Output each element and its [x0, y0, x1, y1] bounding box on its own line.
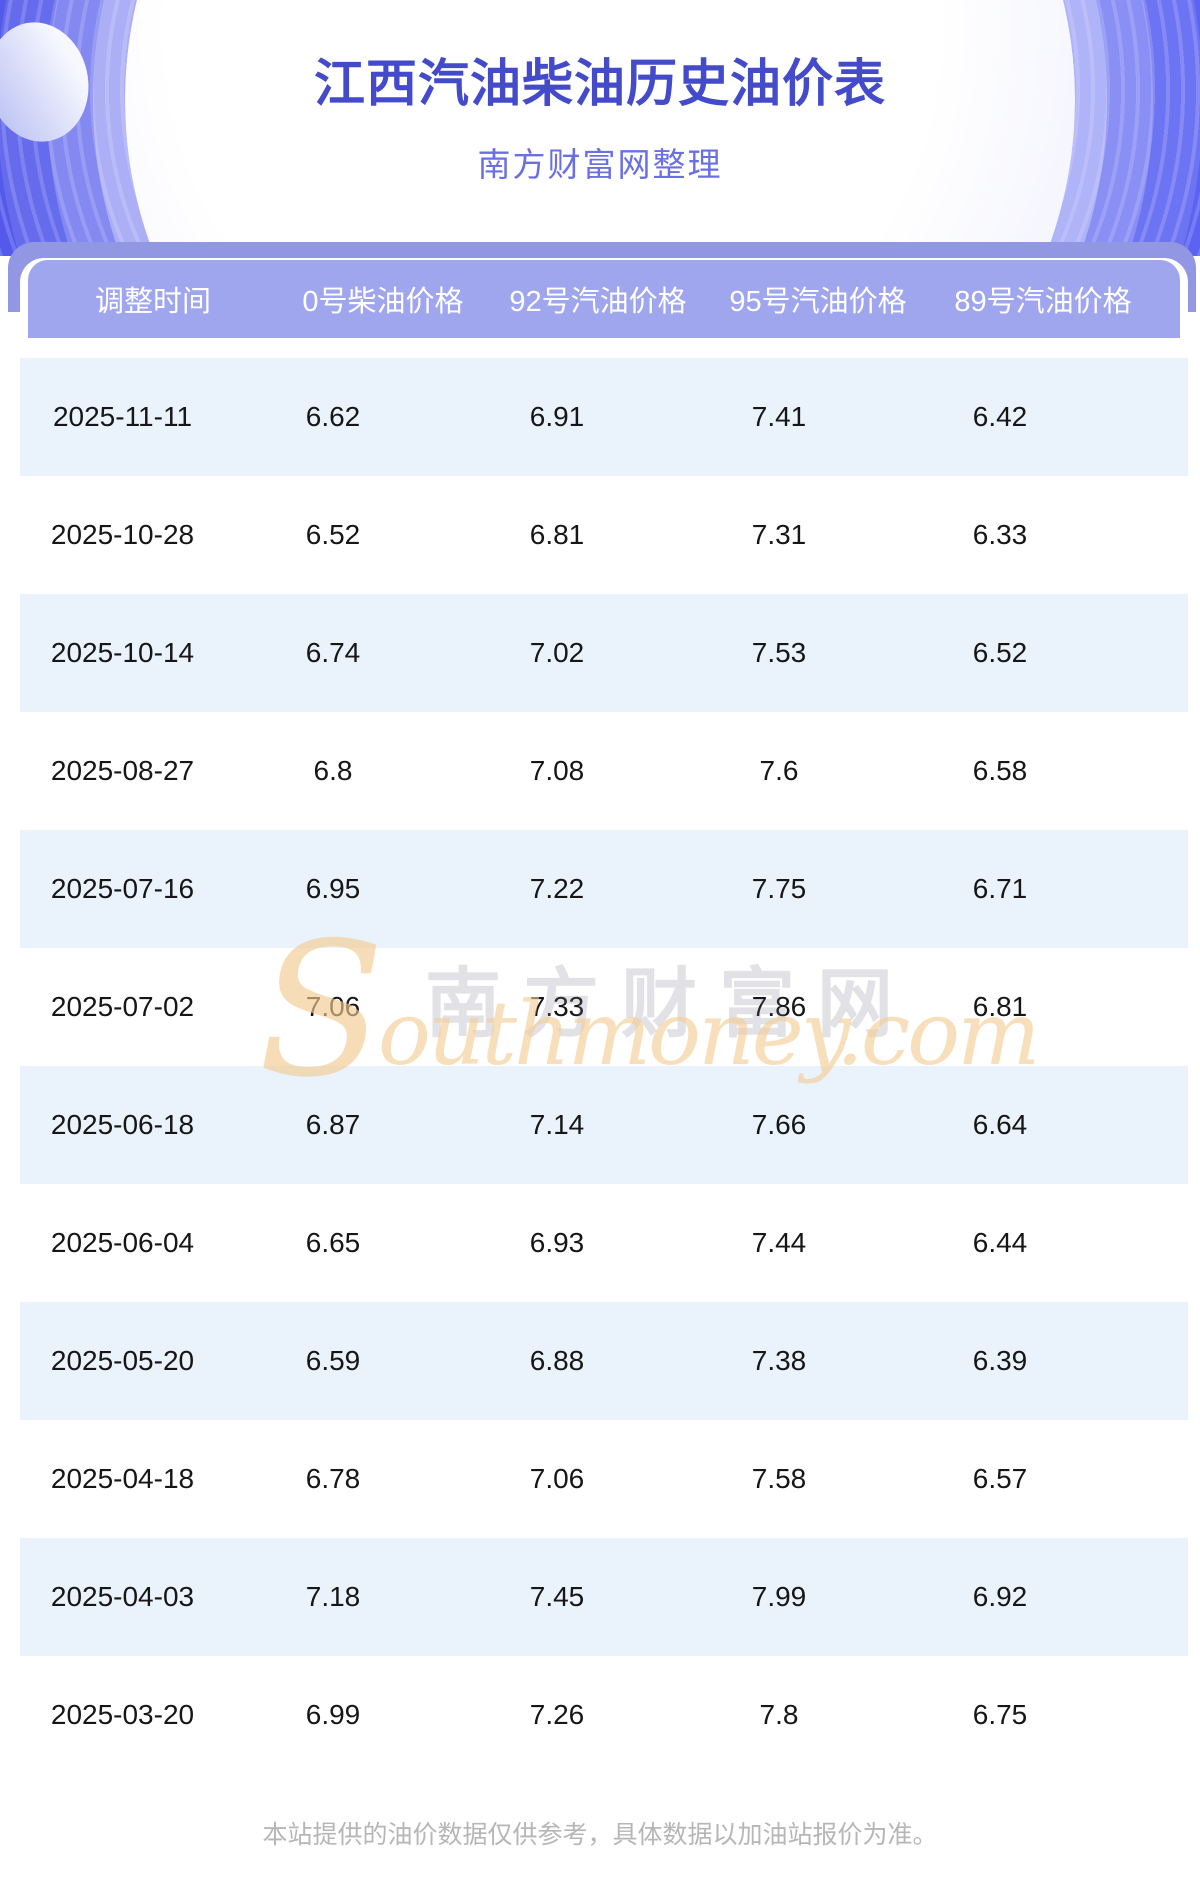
- cell-price: 6.99: [305, 1699, 361, 1730]
- cell-price: 7.41: [751, 401, 807, 432]
- cell-price: 7.08: [529, 755, 585, 786]
- cell-price: 7.14: [529, 1109, 585, 1140]
- hero-white-blob-decoration: [125, 0, 1075, 256]
- table-row: 2025-04-18 6.78 7.06 7.58 6.57: [20, 1420, 1188, 1538]
- cell-price: 7.75: [751, 873, 807, 904]
- cell-date: 2025-10-14: [50, 637, 195, 668]
- table-row: 2025-03-20 6.99 7.26 7.8 6.75: [20, 1656, 1188, 1774]
- column-header-2: 92号汽油价格: [509, 286, 687, 318]
- cell-price: 6.42: [972, 401, 1028, 432]
- table-row: 2025-10-28 6.52 6.81 7.31 6.33: [20, 476, 1188, 594]
- page-subtitle: 南方财富网整理: [477, 146, 723, 183]
- cell-price: 6.8: [313, 755, 353, 786]
- cell-date: 2025-06-04: [50, 1227, 195, 1258]
- table-row: 2025-05-20 6.59 6.88 7.38 6.39: [20, 1302, 1188, 1420]
- cell-price: 7.31: [751, 519, 807, 550]
- cell-price: 6.78: [305, 1463, 361, 1494]
- price-table-card: 调整时间 0号柴油价格 92号汽油价格 95号汽油价格 89号汽油价格 2025-11-…: [20, 258, 1188, 1774]
- cell-date: 2025-04-18: [50, 1463, 195, 1494]
- cell-price: 7.22: [529, 873, 585, 904]
- cell-price: 6.87: [305, 1109, 361, 1140]
- cell-price: 6.81: [529, 519, 585, 550]
- cell-price: 6.62: [305, 401, 361, 432]
- cell-price: 7.66: [751, 1109, 807, 1140]
- cell-price: 7.02: [529, 637, 585, 668]
- cell-price: 6.52: [972, 637, 1028, 668]
- cell-price: 6.64: [972, 1109, 1028, 1140]
- table-row: 2025-07-16 6.95 7.22 7.75 6.71: [20, 830, 1188, 948]
- table-row: 2025-10-14 6.74 7.02 7.53 6.52: [20, 594, 1188, 712]
- cell-date: 2025-05-20: [50, 1345, 195, 1376]
- cell-price: 7.45: [529, 1581, 585, 1612]
- column-header-4: 89号汽油价格: [954, 286, 1132, 318]
- cell-price: 7.58: [751, 1463, 807, 1494]
- cell-price: 7.06: [305, 991, 361, 1022]
- cell-price: 7.33: [529, 991, 585, 1022]
- cell-price: 7.6: [759, 755, 799, 786]
- cell-price: 6.92: [972, 1581, 1028, 1612]
- cell-price: 6.88: [529, 1345, 585, 1376]
- cell-date: 2025-10-28: [50, 519, 195, 550]
- cell-price: 6.59: [305, 1345, 361, 1376]
- cell-price: 6.65: [305, 1227, 361, 1258]
- cell-price: 6.93: [529, 1227, 585, 1258]
- cell-price: 6.57: [972, 1463, 1028, 1494]
- cell-price: 6.58: [972, 755, 1028, 786]
- cell-price: 7.44: [751, 1227, 807, 1258]
- table-row: 2025-06-18 6.87 7.14 7.66 6.64: [20, 1066, 1188, 1184]
- cell-date: 2025-04-03: [50, 1581, 195, 1612]
- cell-price: 7.99: [751, 1581, 807, 1612]
- table-row: 2025-06-04 6.65 6.93 7.44 6.44: [20, 1184, 1188, 1302]
- column-header-0: 调整时间: [94, 286, 211, 318]
- cell-price: 7.86: [751, 991, 807, 1022]
- cell-date: 2025-03-20: [50, 1699, 195, 1730]
- cell-price: 7.53: [751, 637, 807, 668]
- cell-price: 7.38: [751, 1345, 807, 1376]
- cell-price: 7.18: [305, 1581, 361, 1612]
- table-row: 2025-08-27 6.8 7.08 7.6 6.58: [20, 712, 1188, 830]
- cell-price: 6.95: [305, 873, 361, 904]
- column-header-1: 0号柴油价格: [302, 286, 464, 318]
- cell-date: 2025-08-27: [50, 755, 195, 786]
- cell-price: 6.52: [305, 519, 361, 550]
- hero-banner: 江西汽油柴油历史油价表 南方财富网整理: [0, 0, 1200, 256]
- table-row: 2025-11-11 6.62 6.91 7.41 6.42: [20, 358, 1188, 476]
- cell-date: 2025-06-18: [50, 1109, 195, 1140]
- cell-date: 2025-07-02: [50, 991, 195, 1022]
- table-header-row: 调整时间 0号柴油价格 92号汽油价格 95号汽油价格 89号汽油价格: [28, 260, 1180, 338]
- cell-price: 6.44: [972, 1227, 1028, 1258]
- cell-price: 7.8: [759, 1699, 799, 1730]
- column-header-3: 95号汽油价格: [729, 286, 907, 318]
- page-title: 江西汽油柴油历史油价表: [313, 55, 886, 112]
- cell-price: 7.06: [529, 1463, 585, 1494]
- cell-price: 6.33: [972, 519, 1028, 550]
- table-row: 2025-04-03 7.18 7.45 7.99 6.92: [20, 1538, 1188, 1656]
- cell-date: 2025-07-16: [50, 873, 195, 904]
- cell-price: 6.39: [972, 1345, 1028, 1376]
- table-body: 2025-11-11 6.62 6.91 7.41 6.42 2025-10-28 6.52…: [20, 358, 1188, 1774]
- cell-date: 2025-11-11: [52, 401, 193, 432]
- cell-price: 6.74: [305, 637, 361, 668]
- table-row: 2025-07-02 7.06 7.33 7.86 6.81: [20, 948, 1188, 1066]
- disclaimer-text: 本站提供的油价数据仅供参考，具体数据以加油站报价为准。: [262, 1821, 938, 1849]
- cell-price: 7.26: [529, 1699, 585, 1730]
- cell-price: 6.81: [972, 991, 1028, 1022]
- cell-price: 6.91: [529, 401, 585, 432]
- cell-price: 6.71: [972, 873, 1028, 904]
- cell-price: 6.75: [972, 1699, 1028, 1730]
